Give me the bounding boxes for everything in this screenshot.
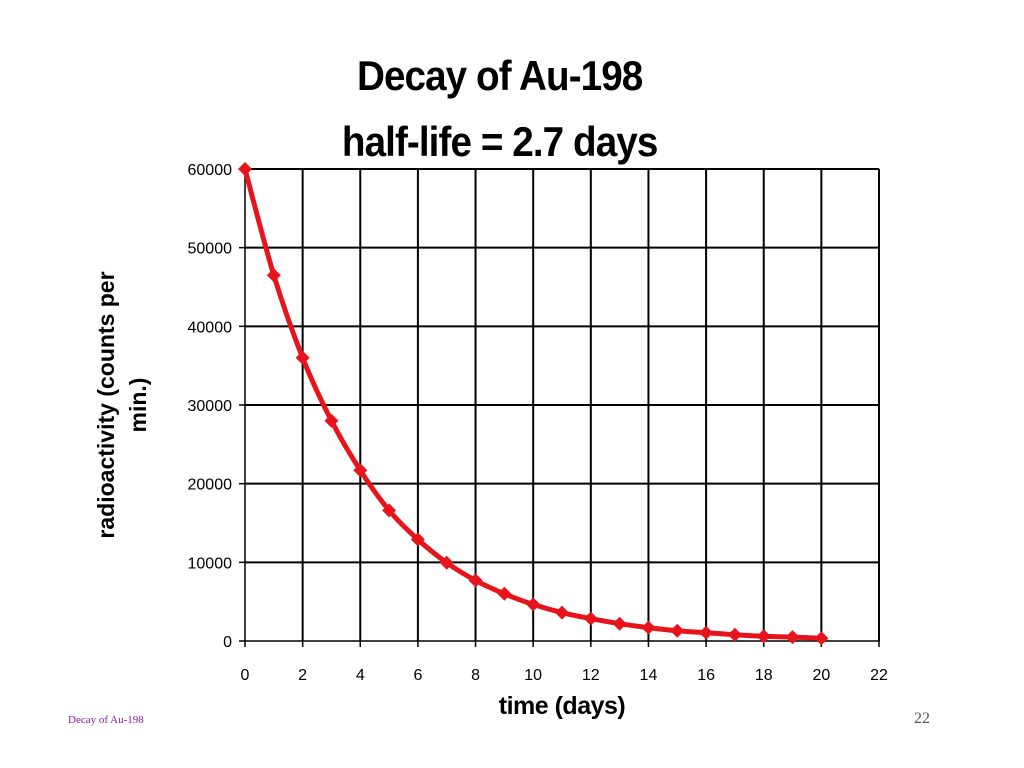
x-tick-label: 2: [298, 667, 307, 684]
data-point-marker: [497, 586, 512, 601]
footer-title: Decay of Au-198: [68, 714, 144, 726]
data-point-marker: [353, 463, 368, 478]
x-tick-label: 20: [812, 667, 830, 684]
slide-number: 22: [914, 710, 930, 727]
data-point-marker: [641, 620, 656, 635]
data-point-marker: [266, 268, 281, 283]
data-point-marker: [324, 413, 339, 428]
y-axis-label: radioactivity (counts per min.): [93, 271, 151, 538]
x-tick-label: 0: [241, 667, 250, 684]
y-tick-label: 0: [223, 634, 232, 651]
chart-subtitle: half-life = 2.7 days: [341, 118, 658, 165]
y-tick-label: 10000: [188, 555, 233, 572]
data-point-marker: [439, 555, 454, 570]
y-tick-label: 60000: [188, 162, 233, 179]
x-tick-label: 16: [697, 667, 715, 684]
y-tick-label: 40000: [188, 319, 233, 336]
y-axis-label-line1: radioactivity (counts per: [93, 271, 119, 538]
x-tick-label: 18: [755, 667, 773, 684]
data-point-marker: [526, 597, 541, 612]
chart-title: Decay of Au-198: [356, 52, 643, 99]
x-tick-label: 4: [356, 667, 365, 684]
data-point-marker: [410, 532, 425, 547]
data-point-marker: [382, 503, 397, 518]
series-layer: [238, 162, 829, 646]
data-point-marker: [670, 623, 685, 638]
x-tick-label: 12: [582, 667, 600, 684]
data-point-marker: [555, 605, 569, 620]
data-point-marker: [583, 611, 598, 626]
data-point-marker: [814, 631, 829, 646]
data-point-marker: [612, 616, 627, 631]
x-tick-label: 10: [524, 667, 542, 684]
data-point-marker: [699, 625, 714, 640]
x-tick-label: 8: [471, 667, 480, 684]
x-tick-label: 22: [870, 667, 888, 684]
data-point-marker: [727, 627, 742, 642]
data-point-marker: [756, 629, 771, 644]
axes: [239, 168, 880, 647]
data-point-marker: [785, 630, 800, 645]
x-tick-label: 6: [413, 667, 422, 684]
x-axis-label: time (days): [499, 692, 626, 720]
data-point-marker: [468, 573, 483, 588]
x-tick-label: 14: [640, 667, 658, 684]
tick-labels: 0 2 4 6 8 10 12 14 16 18 20 22 0 10000 20000 30000 40000…: [188, 162, 889, 684]
grid-lines: [245, 168, 880, 641]
data-point-marker: [238, 162, 252, 176]
data-point-marker: [295, 350, 310, 365]
y-axis-label-line2: min.): [125, 378, 151, 433]
y-tick-label: 20000: [188, 477, 233, 494]
y-tick-label: 50000: [188, 241, 233, 258]
y-tick-label: 30000: [188, 398, 233, 415]
